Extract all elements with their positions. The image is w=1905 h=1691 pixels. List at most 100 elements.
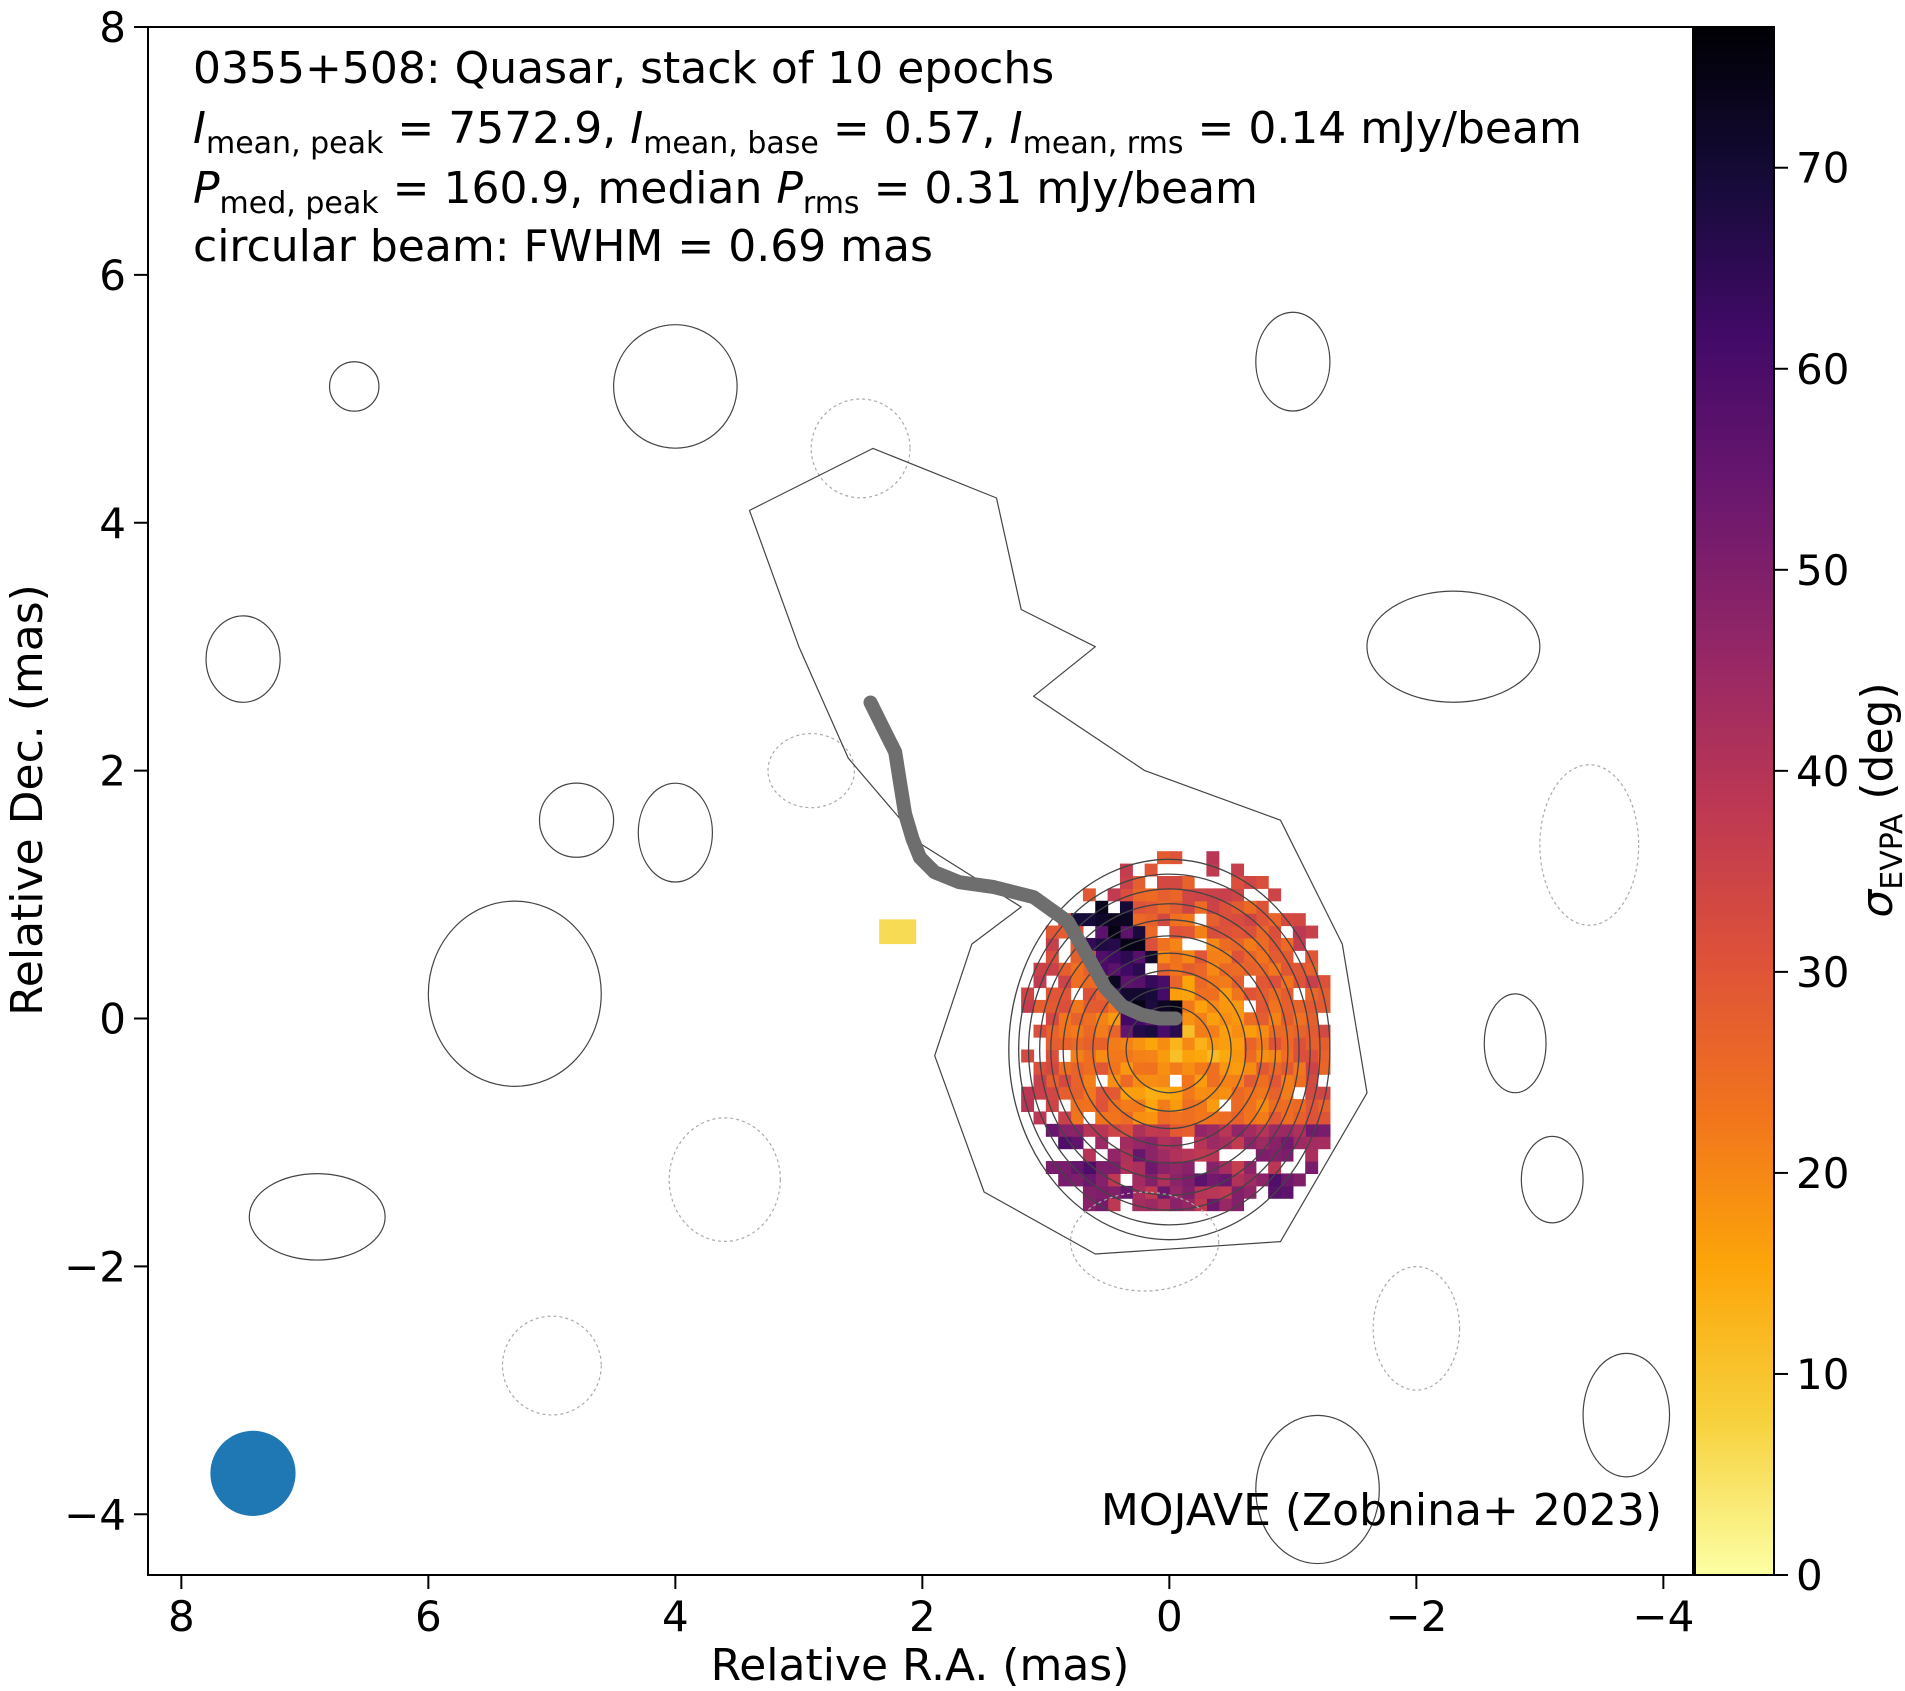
heatmap-cell bbox=[1132, 962, 1146, 976]
heatmap-cell bbox=[1169, 1173, 1183, 1187]
heatmap-cell bbox=[1119, 1185, 1133, 1199]
colorbar-tick-label: 20 bbox=[1796, 1149, 1849, 1198]
heatmap-cell bbox=[1107, 950, 1121, 964]
heatmap-cell bbox=[1058, 1012, 1072, 1026]
heatmap-cell bbox=[1305, 1123, 1319, 1137]
heatmap-cell bbox=[1280, 1136, 1294, 1150]
contour bbox=[637, 782, 714, 883]
heatmap-cell bbox=[1144, 1024, 1158, 1038]
heatmap-cell bbox=[1305, 1037, 1319, 1051]
heatmap-cell bbox=[1255, 937, 1269, 951]
heatmap-cell bbox=[1070, 999, 1084, 1013]
heatmap-cell bbox=[1169, 1148, 1183, 1162]
heatmap-cell bbox=[1157, 1173, 1170, 1187]
heatmap-cell bbox=[1206, 1185, 1220, 1199]
heatmap-cell bbox=[1107, 1111, 1121, 1125]
heatmap-cell bbox=[1157, 1074, 1170, 1088]
heatmap-cell bbox=[1070, 1061, 1084, 1075]
x-tick-label: 0 bbox=[1156, 1592, 1183, 1641]
heatmap-cell bbox=[1144, 950, 1158, 964]
heatmap-cell bbox=[1280, 999, 1294, 1013]
heatmap-cell bbox=[1231, 913, 1245, 927]
heatmap-cell bbox=[1218, 1173, 1232, 1187]
heatmap-cell bbox=[1169, 950, 1183, 964]
heatmap-cell bbox=[1268, 975, 1282, 989]
contour bbox=[1255, 1414, 1380, 1565]
heatmap-cell bbox=[1095, 925, 1109, 939]
heatmap-cell bbox=[1132, 1111, 1146, 1125]
heatmap-cell bbox=[1169, 888, 1183, 902]
heatmap-cell bbox=[1157, 851, 1170, 865]
heatmap-cell bbox=[1132, 1049, 1146, 1063]
heatmap-cell bbox=[1033, 1074, 1047, 1088]
heatmap-cell bbox=[1095, 1086, 1109, 1100]
y-tick-label: −4 bbox=[64, 1490, 126, 1539]
heatmap-cell bbox=[1082, 1061, 1096, 1075]
heatmap-cell bbox=[1132, 1024, 1146, 1038]
heatmap-cell bbox=[1231, 1111, 1245, 1125]
heatmap-cell bbox=[1082, 1198, 1096, 1212]
heatmap-cell bbox=[1194, 987, 1208, 1001]
heatmap-cell bbox=[1132, 1185, 1146, 1199]
heatmap-cell bbox=[1231, 1198, 1245, 1212]
contour bbox=[1018, 873, 1321, 1226]
colorbar-ticks: 0 10 20 30 40 50 60 70 bbox=[1774, 144, 1849, 1600]
heatmap-cell bbox=[1144, 1099, 1158, 1113]
heatmap-cell bbox=[1181, 950, 1195, 964]
heatmap-cell bbox=[1132, 1173, 1146, 1187]
heatmap-cell bbox=[1194, 999, 1208, 1013]
heatmap-cell bbox=[1119, 875, 1133, 889]
contour bbox=[1539, 764, 1640, 926]
heatmap-cell bbox=[1292, 1111, 1306, 1125]
heatmap-cell bbox=[1058, 1086, 1072, 1100]
heatmap-cell bbox=[1194, 1037, 1208, 1051]
contour bbox=[205, 615, 281, 703]
heatmap-cell bbox=[1255, 1061, 1269, 1075]
heatmap-cell bbox=[1169, 987, 1183, 1001]
heatmap-cell bbox=[1157, 875, 1170, 889]
heatmap-cell bbox=[1255, 975, 1269, 989]
heatmap-cell bbox=[1107, 1198, 1121, 1212]
heatmap-cell bbox=[1082, 913, 1096, 927]
heatmap-cell bbox=[1169, 1037, 1183, 1051]
colorbar-tick-label: 70 bbox=[1796, 144, 1849, 193]
heatmap-cell bbox=[1045, 1074, 1059, 1088]
heatmap-cell bbox=[1194, 1111, 1208, 1125]
heatmap-cell bbox=[1082, 1024, 1096, 1038]
heatmap-cell bbox=[1132, 925, 1146, 939]
heatmap-cell bbox=[1268, 1173, 1282, 1187]
heatmap-cell bbox=[1231, 999, 1245, 1013]
heatmap-cell bbox=[1144, 1074, 1158, 1088]
colorbar-tick-label: 60 bbox=[1796, 345, 1849, 394]
contour bbox=[612, 324, 738, 449]
heatmap-cell bbox=[1058, 975, 1072, 989]
heatmap-cell bbox=[1157, 1086, 1170, 1100]
y-axis: 8 6 4 2 0 −2 −4 bbox=[64, 3, 148, 1539]
heatmap-cell bbox=[1305, 1148, 1319, 1162]
heatmap-cell bbox=[1255, 999, 1269, 1013]
heatmap-cell bbox=[1317, 1024, 1331, 1038]
heatmap-cell bbox=[1157, 962, 1170, 976]
heatmap-cell bbox=[1033, 1086, 1047, 1100]
heatmap-cell bbox=[1194, 1049, 1208, 1063]
heatmap-cell bbox=[1231, 1024, 1245, 1038]
heatmap-cell bbox=[1206, 913, 1220, 927]
heatmap-cell bbox=[1169, 875, 1183, 889]
credit-label: MOJAVE (Zobnina+ 2023) bbox=[1101, 1485, 1662, 1536]
heatmap-cell bbox=[1292, 1123, 1306, 1137]
heatmap-cell bbox=[1107, 1161, 1121, 1174]
heatmap-cell bbox=[1107, 1148, 1121, 1162]
heatmap-cell bbox=[1169, 1099, 1183, 1113]
contour bbox=[1255, 311, 1331, 412]
heatmap-cell bbox=[1095, 950, 1109, 964]
heatmap-cell bbox=[1033, 1024, 1047, 1038]
heatmap-cell bbox=[1194, 1099, 1208, 1113]
p-rms-label: rms bbox=[803, 186, 860, 221]
heatmap-cell bbox=[1317, 1086, 1331, 1100]
heatmap-cell bbox=[1231, 1173, 1245, 1187]
heatmap-cell bbox=[1255, 1024, 1269, 1038]
jet-ridge-line bbox=[863, 695, 1183, 1026]
heatmap-cell bbox=[1231, 1123, 1245, 1137]
heatmap-cell bbox=[1305, 1061, 1319, 1075]
